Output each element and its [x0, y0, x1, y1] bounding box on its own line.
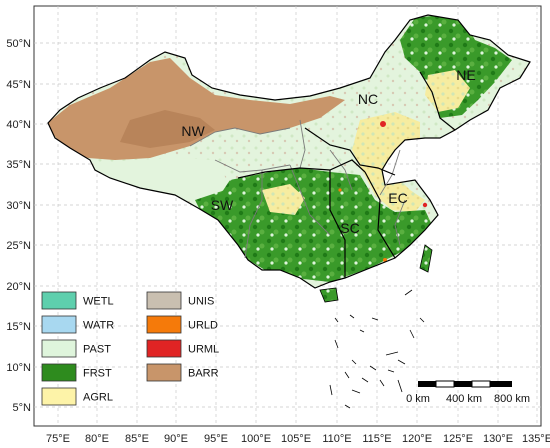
- scale-label-0: 0 km: [406, 393, 430, 405]
- region-label-ec: EC: [388, 190, 407, 206]
- scale-segment: [471, 380, 491, 388]
- region-boundaries: [237, 71, 456, 278]
- legend-swatch-past: [41, 339, 77, 358]
- legend-swatch-unis: [146, 291, 182, 310]
- legend-label-agrl: AGRL: [83, 392, 113, 404]
- province-borders: [189, 119, 406, 259]
- legend-swatch-frst: [41, 363, 77, 382]
- longitude-tick-label: 125°E: [443, 433, 473, 445]
- legend-label-frst: FRST: [83, 368, 112, 380]
- scale-segment: [490, 381, 512, 387]
- barren-area-northwest: [48, 58, 345, 160]
- latitude-tick-label: 20°N: [6, 281, 31, 293]
- urban-patch: [338, 188, 342, 192]
- scale-bar: 0 km 400 km 800 km: [406, 380, 530, 405]
- legend-swatch-urml: [146, 339, 182, 358]
- scale-segment: [435, 380, 455, 388]
- longitude-tick-label: 100°E: [241, 433, 271, 445]
- cropland-area-northeast-plain: [425, 70, 470, 112]
- legend-label-urld: URLD: [188, 320, 218, 332]
- barren-area-basin: [120, 110, 215, 148]
- region-label-ne: NE: [456, 67, 475, 83]
- scale-segment: [418, 381, 436, 387]
- pasture-area-tibet: [90, 158, 230, 205]
- island-taiwan: [419, 244, 433, 273]
- legend-swatch-watr: [41, 315, 77, 334]
- latitude-tick-label: 40°N: [6, 119, 31, 131]
- region-label-nc: NC: [358, 91, 378, 107]
- longitude-tick-label: 90°E: [164, 433, 188, 445]
- legend-swatch-barr: [146, 363, 182, 382]
- urban-patch: [380, 121, 386, 127]
- region-label-nw: NW: [181, 123, 205, 139]
- longitude-labels: 75°E 80°E 85°E 90°E 95°E 100°E 105°E 110°E 115°E…: [46, 433, 550, 445]
- legend-label-past: PAST: [83, 344, 111, 356]
- forest-area-southwest: [195, 190, 240, 245]
- longitude-tick-label: 135°E: [522, 433, 550, 445]
- south-sea-islands: [329, 289, 425, 409]
- longitude-tick-label: 80°E: [85, 433, 109, 445]
- latitude-tick-label: 5°N: [13, 402, 32, 414]
- cropland-area-sichuan-basin: [262, 184, 305, 215]
- forest-area-northeast: [400, 15, 512, 118]
- legend-swatch-agrl: [41, 387, 77, 406]
- longitude-tick-label: 85°E: [125, 433, 149, 445]
- legend: WETL WATR PAST FRST AGRL UNIS URLD URML BARR: [41, 291, 219, 406]
- region-labels: NE NC NW EC SW SC: [181, 67, 475, 236]
- urban-patch: [422, 202, 428, 208]
- latitude-labels: 50°N 45°N 40°N 35°N 30°N 25°N 20°N 15°N 10°N 5°N: [6, 38, 31, 414]
- scale-label-400: 400 km: [446, 393, 482, 405]
- legend-label-wetl: WETL: [83, 296, 114, 308]
- longitude-tick-label: 120°E: [402, 433, 432, 445]
- legend-label-urml: URML: [188, 344, 219, 356]
- latitude-tick-label: 45°N: [6, 79, 31, 91]
- legend-swatch-urld: [146, 315, 182, 334]
- latitude-tick-label: 35°N: [6, 159, 31, 171]
- scale-segment: [454, 381, 472, 387]
- longitude-tick-label: 105°E: [281, 433, 311, 445]
- longitude-tick-label: 95°E: [204, 433, 228, 445]
- latitude-tick-label: 10°N: [6, 362, 31, 374]
- legend-label-barr: BARR: [188, 368, 219, 380]
- legend-swatch-wetl: [41, 291, 77, 310]
- legend-label-watr: WATR: [83, 320, 114, 332]
- scale-label-800: 800 km: [494, 393, 530, 405]
- latitude-tick-label: 30°N: [6, 200, 31, 212]
- latitude-tick-label: 50°N: [6, 38, 31, 50]
- longitude-tick-label: 115°E: [362, 433, 391, 445]
- latitude-tick-label: 15°N: [6, 321, 31, 333]
- longitude-tick-label: 110°E: [322, 433, 351, 445]
- region-label-sw: SW: [211, 197, 234, 213]
- region-label-sc: SC: [340, 220, 359, 236]
- legend-label-unis: UNIS: [188, 296, 214, 308]
- longitude-tick-label: 130°E: [483, 433, 513, 445]
- longitude-tick-label: 75°E: [46, 433, 70, 445]
- island-hainan: [319, 287, 339, 303]
- latitude-tick-label: 25°N: [6, 240, 31, 252]
